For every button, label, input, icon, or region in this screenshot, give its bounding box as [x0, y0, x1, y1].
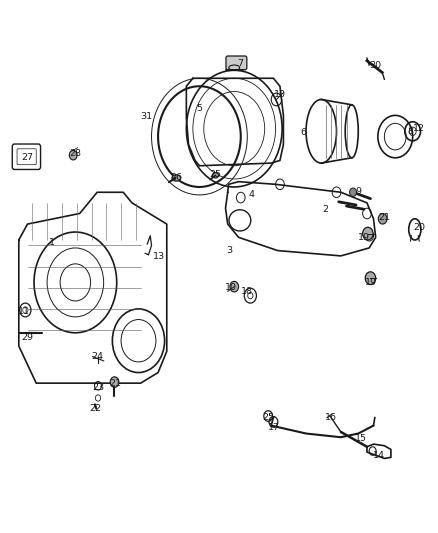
- Text: 19: 19: [358, 233, 371, 242]
- Text: 19: 19: [364, 278, 376, 287]
- Text: 31: 31: [140, 112, 152, 122]
- Text: 9: 9: [355, 187, 361, 196]
- FancyBboxPatch shape: [226, 56, 247, 70]
- Circle shape: [378, 214, 387, 224]
- Text: 26: 26: [170, 173, 182, 182]
- Text: 27: 27: [21, 153, 33, 162]
- Text: 18: 18: [241, 287, 253, 296]
- Text: 14: 14: [373, 451, 385, 461]
- Text: 20: 20: [413, 223, 425, 232]
- Text: 13: 13: [153, 253, 165, 262]
- Text: 12: 12: [413, 124, 425, 133]
- Text: 8: 8: [407, 127, 413, 136]
- Circle shape: [230, 281, 239, 292]
- Ellipse shape: [212, 173, 219, 178]
- Text: 4: 4: [248, 190, 254, 199]
- Circle shape: [69, 150, 77, 160]
- Text: 2: 2: [323, 205, 328, 214]
- Text: 1: 1: [49, 238, 54, 247]
- Text: 22: 22: [89, 403, 101, 413]
- Text: 15: 15: [355, 434, 367, 443]
- Text: 6: 6: [301, 128, 307, 138]
- Circle shape: [110, 377, 119, 387]
- Text: 17: 17: [268, 423, 280, 432]
- Text: 10: 10: [274, 90, 286, 99]
- Ellipse shape: [172, 175, 181, 181]
- Text: 25: 25: [263, 413, 275, 422]
- Text: 21: 21: [110, 378, 121, 387]
- Text: 16: 16: [325, 413, 337, 422]
- Text: 7: 7: [237, 60, 244, 68]
- Circle shape: [363, 227, 373, 240]
- Text: 24: 24: [91, 352, 103, 361]
- Text: 10: 10: [225, 282, 237, 292]
- Text: 23: 23: [92, 383, 104, 392]
- Circle shape: [365, 272, 376, 285]
- Text: 3: 3: [226, 246, 232, 255]
- Text: 30: 30: [370, 61, 382, 69]
- Text: 21: 21: [378, 213, 390, 222]
- Text: 28: 28: [69, 149, 81, 158]
- Text: 5: 5: [196, 104, 202, 113]
- Text: 11: 11: [18, 307, 30, 316]
- Circle shape: [350, 188, 357, 197]
- Text: 25: 25: [209, 170, 222, 179]
- Text: 29: 29: [21, 333, 33, 342]
